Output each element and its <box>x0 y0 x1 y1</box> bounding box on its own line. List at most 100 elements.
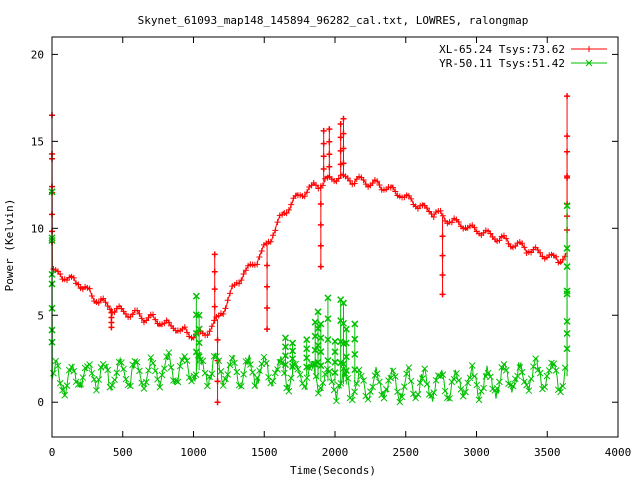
data-point <box>550 360 558 368</box>
data-point <box>514 372 521 380</box>
data-point <box>285 387 293 395</box>
spike-marker <box>563 244 571 252</box>
data-point <box>428 210 435 217</box>
spike-marker <box>214 336 221 343</box>
data-point <box>523 381 530 389</box>
data-point <box>301 383 309 390</box>
data-point <box>272 227 279 234</box>
data-point <box>256 254 263 260</box>
data-point <box>226 361 234 369</box>
data-point <box>396 398 404 406</box>
data-point <box>380 394 388 402</box>
data-point <box>374 178 381 185</box>
data-point <box>416 379 424 387</box>
data-point <box>559 256 566 263</box>
x-tick-label: 4000 <box>605 446 632 459</box>
data-point <box>364 395 372 403</box>
data-point <box>192 371 200 379</box>
data-point <box>57 271 64 278</box>
data-point <box>459 392 467 400</box>
spike-marker <box>331 348 339 356</box>
data-point <box>269 377 277 385</box>
spike-marker <box>351 335 359 343</box>
data-point <box>480 384 487 392</box>
data-point <box>217 367 225 375</box>
spike-marker <box>324 336 332 344</box>
data-point <box>391 373 399 380</box>
spike-marker <box>311 318 319 326</box>
data-point <box>165 319 172 326</box>
data-point <box>54 362 62 370</box>
data-point <box>131 358 139 365</box>
data-point <box>158 371 166 379</box>
spike-marker <box>214 399 221 406</box>
data-point <box>390 184 397 191</box>
data-point <box>79 374 87 381</box>
data-point <box>294 365 302 373</box>
data-point <box>408 195 415 202</box>
spike-marker <box>439 291 446 298</box>
data-point <box>541 383 549 391</box>
data-point <box>150 311 157 318</box>
data-point <box>183 329 190 336</box>
data-point <box>487 373 494 381</box>
data-point <box>303 189 310 196</box>
data-point <box>333 397 340 405</box>
data-point <box>321 370 329 378</box>
data-point <box>313 182 320 189</box>
data-point <box>204 332 211 339</box>
spike-marker <box>195 325 203 333</box>
spike-marker <box>563 263 571 271</box>
data-point <box>475 396 483 404</box>
data-point <box>466 374 474 382</box>
data-point <box>75 281 82 288</box>
data-point <box>50 369 57 377</box>
data-point <box>503 235 510 242</box>
data-point <box>351 180 358 187</box>
y-tick-label: 20 <box>31 48 44 61</box>
data-point <box>127 382 134 390</box>
spike-marker <box>342 325 350 333</box>
spike-marker <box>564 133 571 140</box>
data-point <box>86 285 93 292</box>
spike-marker <box>289 347 297 355</box>
spike-marker <box>195 339 203 347</box>
spike-marker <box>337 161 344 168</box>
data-point <box>285 206 292 213</box>
spike-marker <box>326 151 333 158</box>
data-point <box>152 316 159 323</box>
data-point <box>525 387 533 395</box>
spike-marker <box>320 127 327 134</box>
spike-marker <box>317 348 325 356</box>
data-point <box>376 378 383 386</box>
data-point <box>534 366 542 374</box>
data-point <box>405 364 413 371</box>
data-point <box>120 365 127 373</box>
data-point <box>240 270 247 277</box>
data-point <box>122 311 129 318</box>
x-tick-label: 2500 <box>393 446 420 459</box>
data-point <box>138 315 145 322</box>
data-point <box>185 374 193 381</box>
spike-marker <box>314 341 322 349</box>
data-point <box>443 394 451 402</box>
data-point <box>215 357 223 365</box>
data-point <box>262 360 270 367</box>
spike-marker <box>331 337 339 345</box>
data-point <box>360 177 367 184</box>
spike-marker <box>320 140 327 147</box>
data-point <box>439 371 447 379</box>
spike-marker <box>331 369 339 377</box>
data-point <box>181 353 189 360</box>
data-point <box>63 382 71 389</box>
data-point <box>400 383 408 391</box>
series-line <box>51 115 567 341</box>
data-point <box>351 388 358 396</box>
spike-marker <box>317 263 324 270</box>
data-point <box>274 366 281 373</box>
data-point <box>464 379 472 387</box>
data-point <box>74 381 82 388</box>
data-point <box>387 374 395 382</box>
data-point <box>536 369 544 377</box>
data-point <box>430 214 437 221</box>
